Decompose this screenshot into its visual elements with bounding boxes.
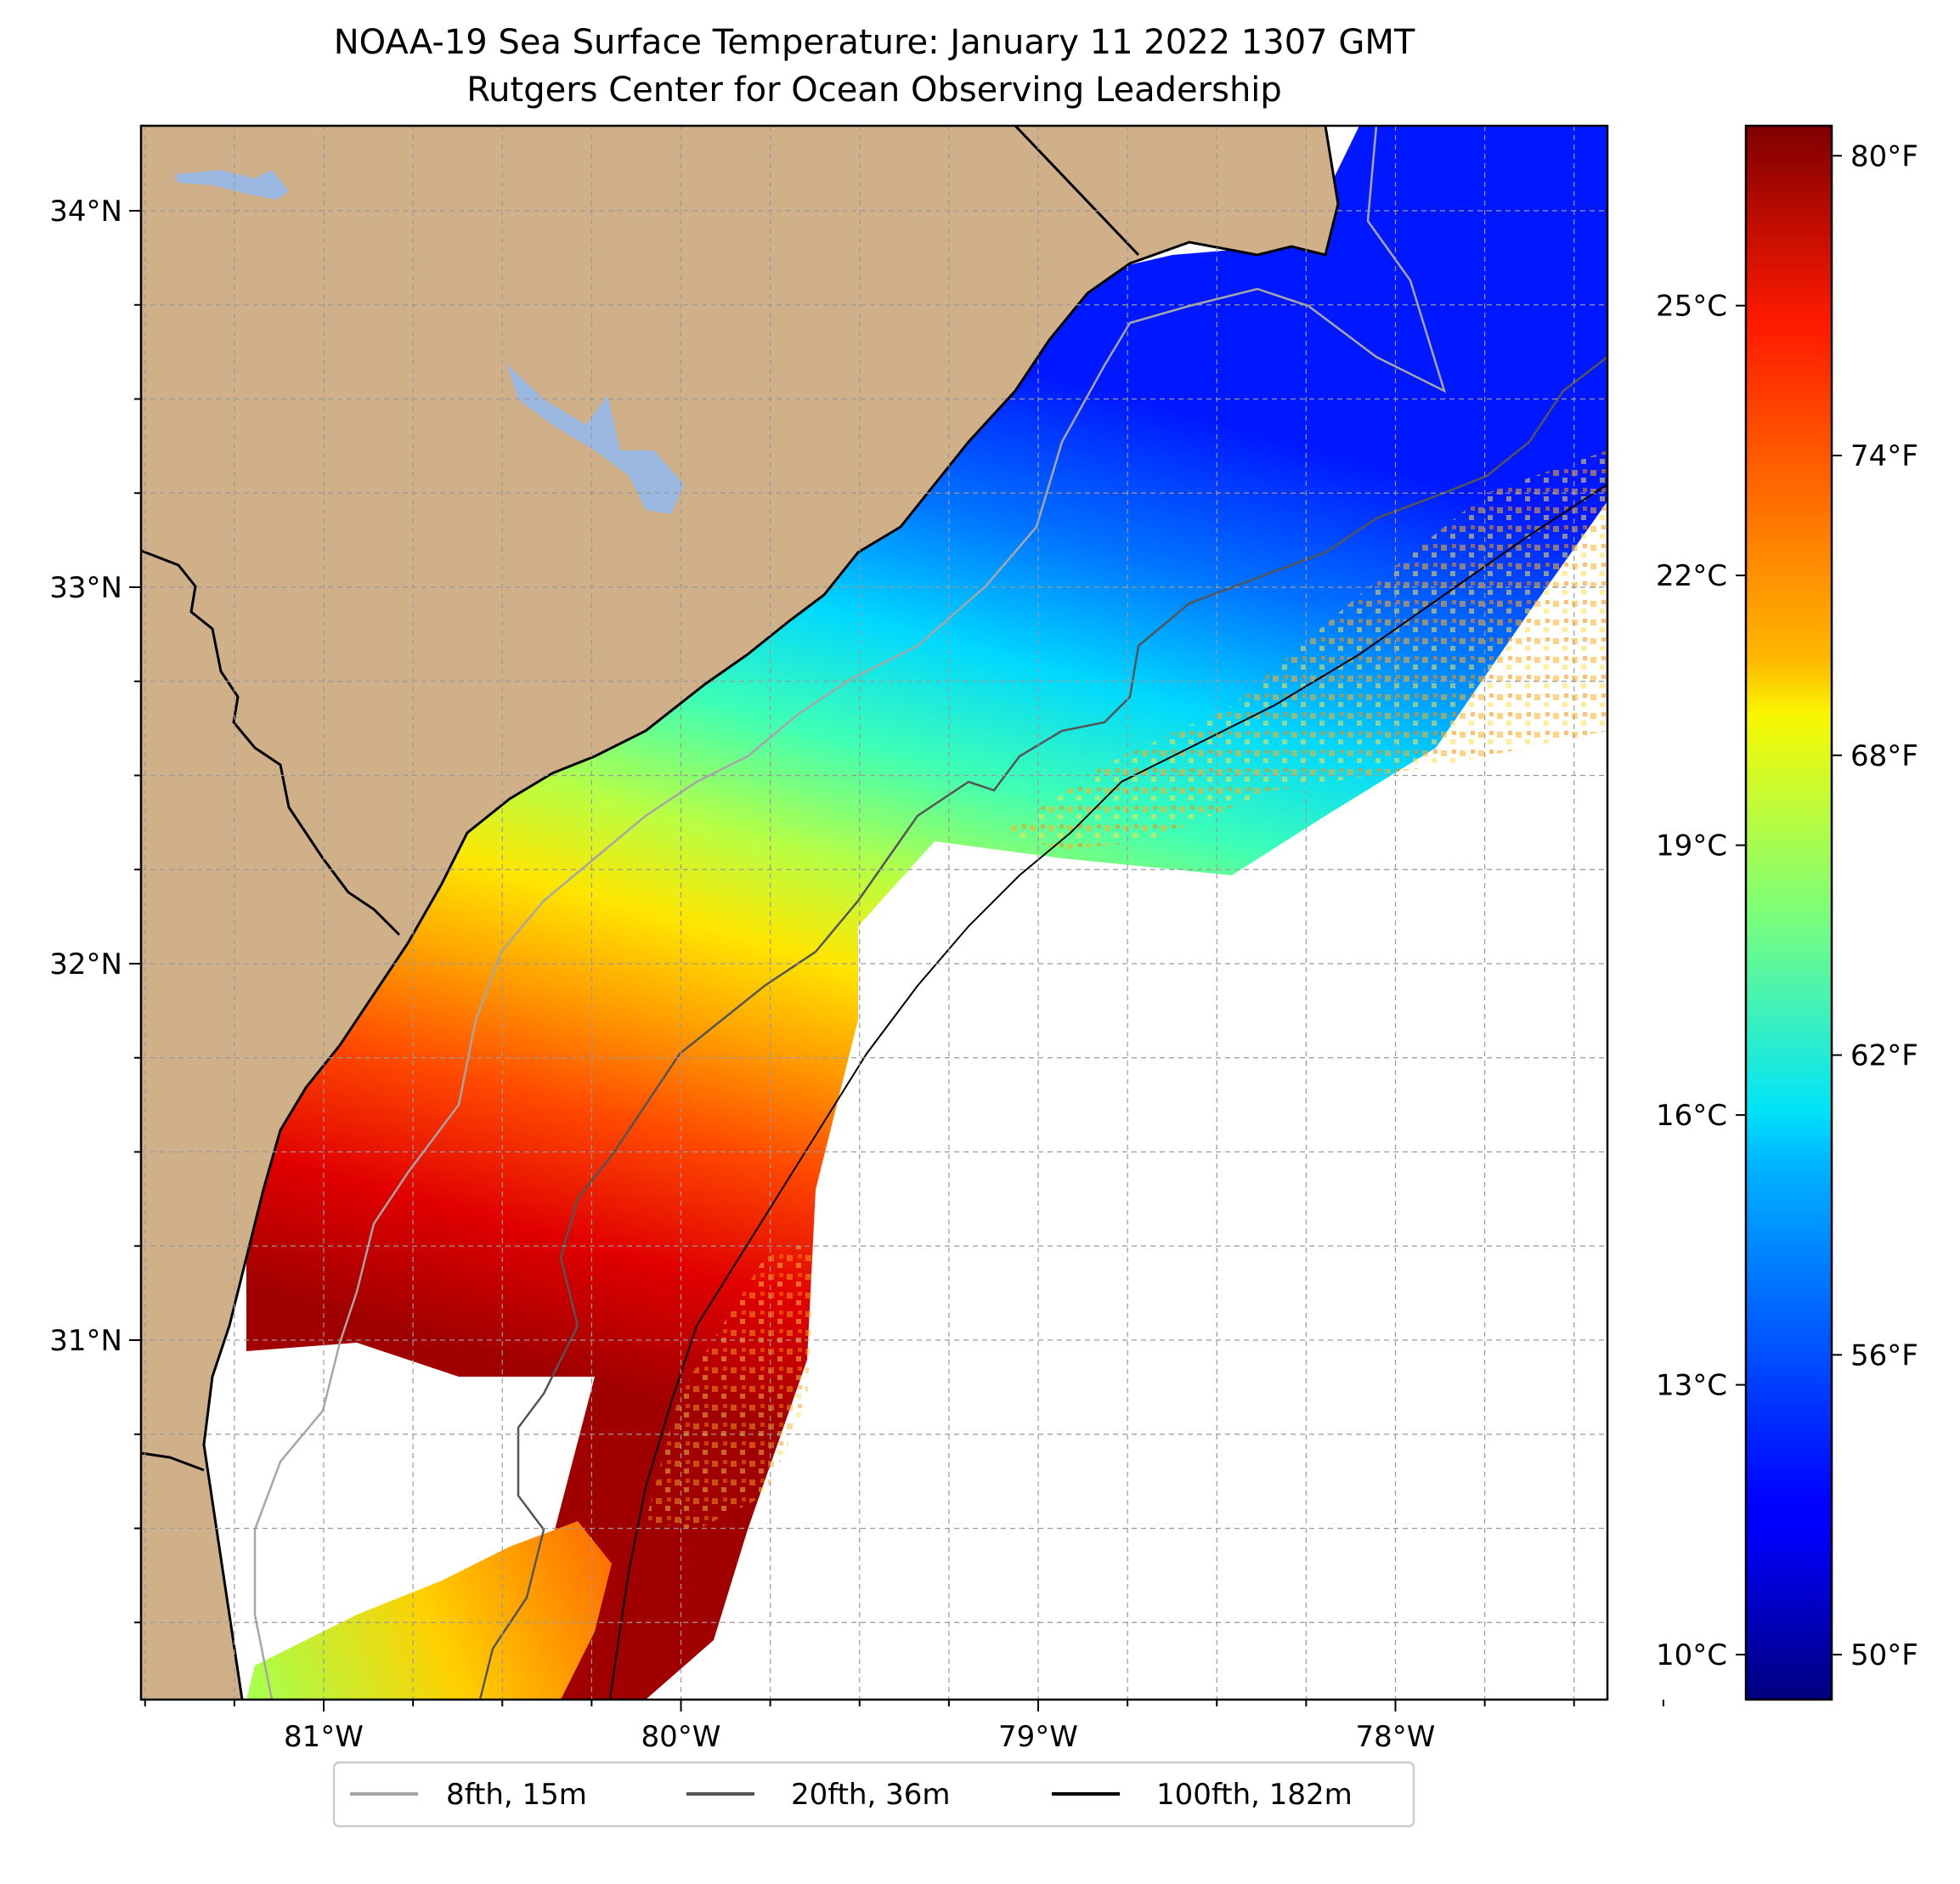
celsius-tick-label: 25°C [1656, 290, 1727, 324]
lake [174, 170, 289, 200]
colorbar-ticks: 10°C 13°C 16°C 19°C 22°C 25°C 50°F 56°F 62°F 68°F… [1656, 139, 1918, 1672]
land [141, 126, 1338, 1700]
fahrenheit-tick-label: 74°F [1850, 439, 1918, 473]
lat-tick-label: 34°N [49, 195, 122, 229]
fahrenheit-tick-label: 50°F [1850, 1638, 1918, 1672]
figure-title-line1: NOAA-19 Sea Surface Temperature: January… [334, 23, 1415, 62]
legend-label-100fth: 100fth, 182m [1156, 1778, 1353, 1812]
isobath-20fth [478, 356, 1607, 1700]
fahrenheit-tick-label: 80°F [1850, 139, 1918, 173]
lat-tick-label: 31°N [49, 1324, 122, 1358]
fahrenheit-tick-label: 56°F [1850, 1338, 1918, 1372]
map-frame [139, 124, 1609, 1701]
legend-box [332, 1761, 1415, 1828]
lon-tick-label: 79°W [998, 1720, 1078, 1754]
legend: 8fth, 15m 20fth, 36m 100fth, 182m [332, 1761, 1415, 1828]
coastline [202, 126, 1340, 1700]
map-axes: 81°W 80°W 79°W 78°W 34°N 33°N 32°N 31°N [49, 195, 1664, 1754]
celsius-tick-label: 10°C [1656, 1638, 1727, 1672]
lon-tick-label: 78°W [1356, 1720, 1436, 1754]
state-boundaries [141, 126, 1140, 1472]
lon-tick-label: 80°W [641, 1720, 721, 1754]
colorbar: 10°C 13°C 16°C 19°C 22°C 25°C 50°F 56°F 62°F 68°F… [1656, 124, 1918, 1701]
fahrenheit-tick-label: 62°F [1850, 1039, 1918, 1073]
lat-tick-label: 33°N [49, 571, 122, 605]
lake [506, 364, 684, 514]
sst-map [141, 126, 1607, 1700]
fahrenheit-tick-label: 68°F [1850, 739, 1918, 773]
sst-hot-pixels [1003, 450, 1607, 850]
lat-tick-label: 32°N [49, 948, 122, 982]
graticule [141, 126, 1607, 1700]
colorbar-gradient [1744, 124, 1833, 1701]
legend-label-20fth: 20fth, 36m [791, 1778, 951, 1812]
figure-title-line2: Rutgers Center for Ocean Observing Leade… [466, 71, 1282, 110]
lon-tick-label: 81°W [284, 1720, 364, 1754]
sst-hot-pixels-south [646, 1241, 816, 1530]
isobath-8fth [253, 126, 1447, 1700]
celsius-tick-label: 22°C [1656, 559, 1727, 593]
legend-label-8fth: 8fth, 15m [446, 1778, 587, 1812]
celsius-tick-label: 13°C [1656, 1369, 1727, 1403]
celsius-tick-label: 19°C [1656, 829, 1727, 863]
celsius-tick-label: 16°C [1656, 1099, 1727, 1133]
isobath-100fth [609, 484, 1607, 1700]
sst-field-south [246, 1521, 612, 1700]
